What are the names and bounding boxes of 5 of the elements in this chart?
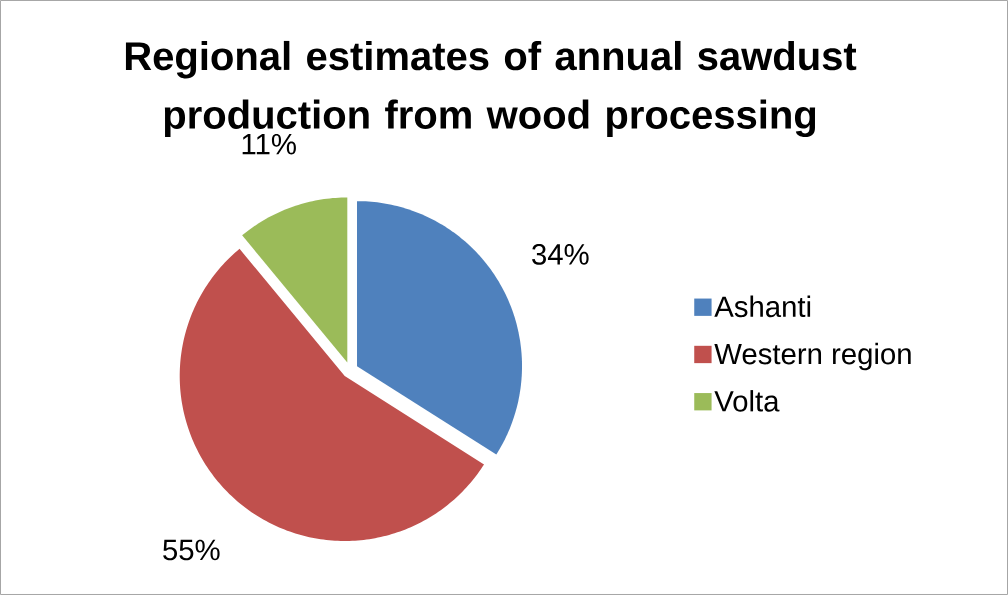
data-label: 55% xyxy=(163,539,220,561)
legend-label: Volta xyxy=(714,390,780,412)
legend-label: Ashanti xyxy=(714,295,811,318)
data-label: 34% xyxy=(532,243,589,265)
legend-label: Western region xyxy=(714,342,911,371)
